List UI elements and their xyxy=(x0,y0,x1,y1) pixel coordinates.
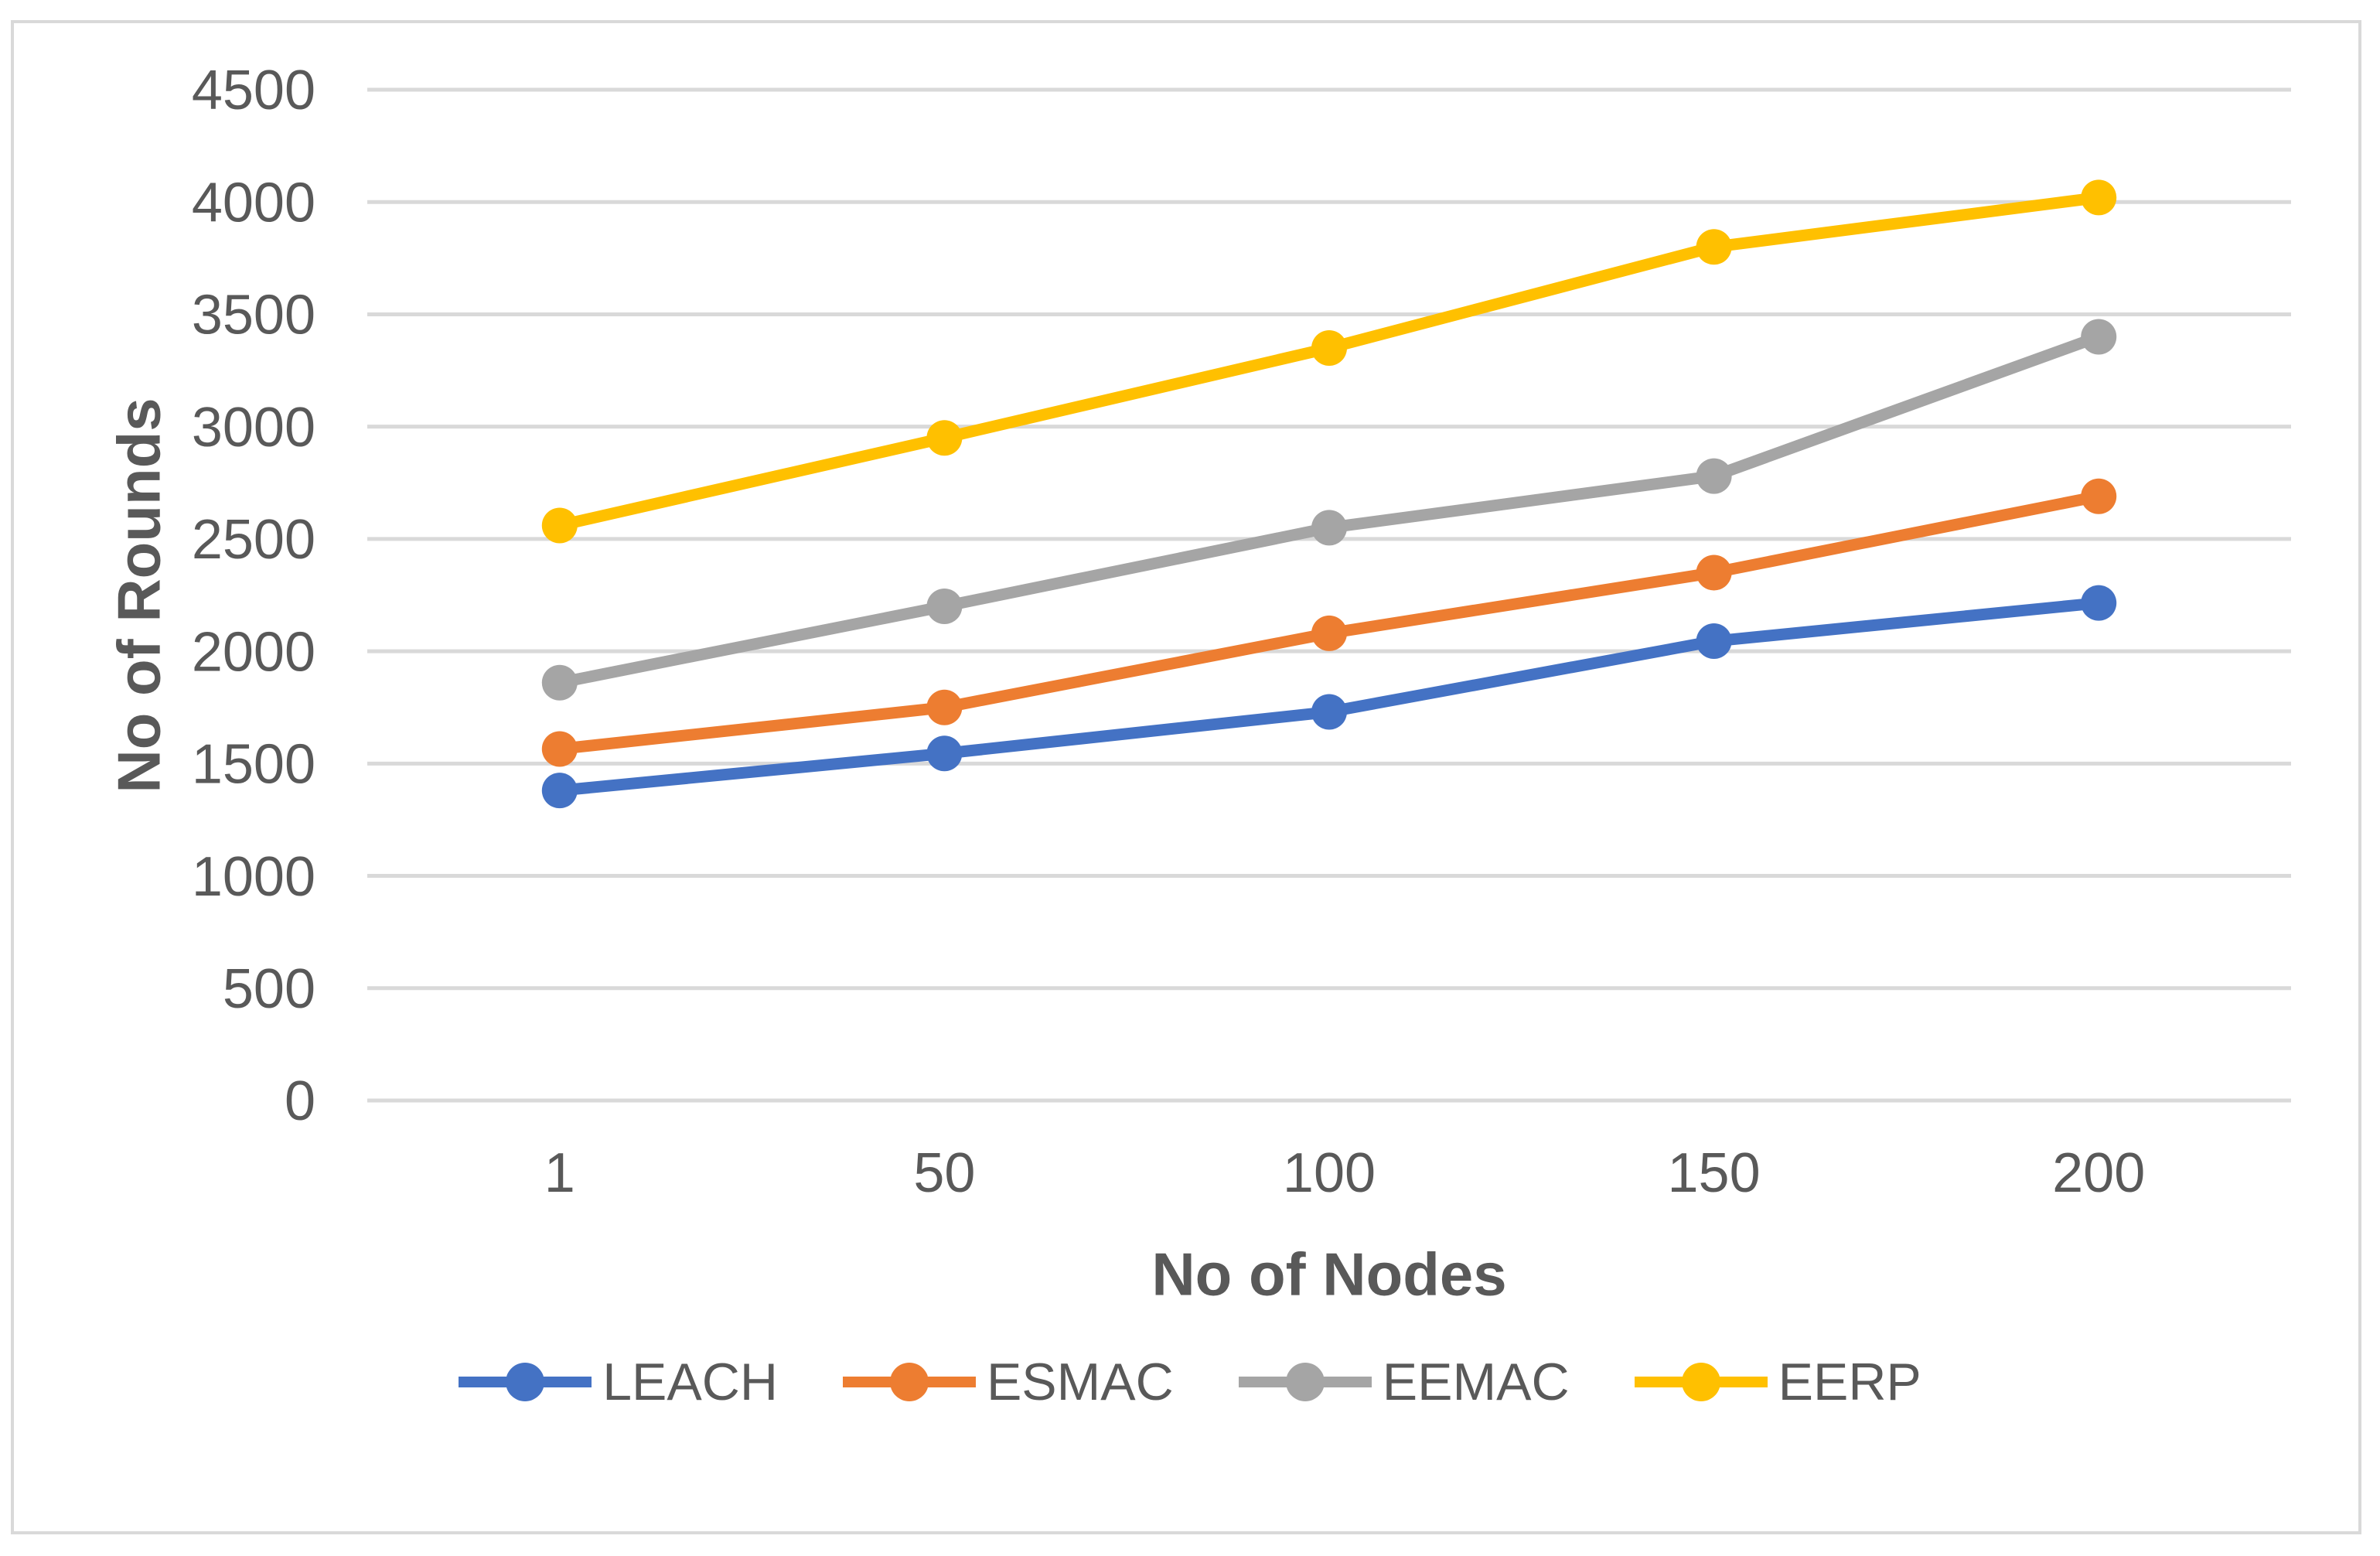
series-marker-esmac xyxy=(926,689,963,725)
legend-dot-icon xyxy=(889,1363,929,1401)
series-marker-leach xyxy=(1311,694,1347,730)
y-tick-label: 1500 xyxy=(192,734,315,796)
x-axis-title: No of Nodes xyxy=(1151,1240,1507,1309)
x-tick-label: 50 xyxy=(913,1142,975,1204)
y-tick-label: 1000 xyxy=(192,846,315,908)
series-marker-leach xyxy=(541,773,578,809)
series-marker-leach xyxy=(926,735,963,772)
series-marker-esmac xyxy=(2081,478,2117,514)
series-marker-eerp xyxy=(541,507,578,544)
legend-dot-icon xyxy=(1285,1363,1325,1401)
series-marker-eerp xyxy=(2081,179,2117,216)
line-marker-icon xyxy=(1238,1357,1372,1407)
legend-dot-icon xyxy=(1681,1363,1720,1401)
series-marker-leach xyxy=(1696,623,1732,660)
y-tick-label: 500 xyxy=(223,958,315,1020)
y-axis-title: No of Rounds xyxy=(104,398,173,793)
y-tick-label: 2000 xyxy=(192,621,315,683)
legend-label-esmac: ESMAC xyxy=(986,1353,1174,1411)
legend-item-esmac: ESMAC xyxy=(842,1352,1174,1412)
series-marker-esmac xyxy=(1696,554,1732,591)
series-marker-eerp xyxy=(926,420,963,456)
y-tick-label: 3500 xyxy=(192,285,315,346)
series-marker-esmac xyxy=(1311,615,1347,651)
x-tick-label: 1 xyxy=(544,1142,575,1204)
chart-border xyxy=(11,20,2361,1534)
y-tick-label: 0 xyxy=(285,1070,315,1132)
legend-label-eerp: EERP xyxy=(1778,1353,1921,1411)
series-marker-eerp xyxy=(1311,330,1347,367)
series-marker-esmac xyxy=(541,731,578,767)
series-marker-eemac xyxy=(541,664,578,701)
legend-label-eemac: EEMAC xyxy=(1382,1353,1570,1411)
legend-dot-icon xyxy=(506,1363,545,1401)
series-marker-eemac xyxy=(1311,510,1347,546)
legend-item-leach: LEACH xyxy=(459,1352,778,1412)
line-marker-icon xyxy=(842,1357,976,1407)
y-tick-label: 3000 xyxy=(192,397,315,459)
legend-item-eerp: EERP xyxy=(1634,1352,1921,1412)
y-tick-label: 2500 xyxy=(192,509,315,571)
legend: LEACH ESMAC EEMAC EERP xyxy=(0,1352,2380,1412)
x-tick-label: 200 xyxy=(2052,1142,2145,1204)
line-marker-icon xyxy=(1634,1357,1768,1407)
y-tick-label: 4000 xyxy=(192,172,315,234)
series-marker-leach xyxy=(2081,585,2117,621)
line-marker-icon xyxy=(459,1357,592,1407)
series-marker-eemac xyxy=(926,589,963,625)
series-marker-eemac xyxy=(1696,458,1732,494)
legend-label-leach: LEACH xyxy=(602,1353,778,1411)
series-marker-eemac xyxy=(2081,319,2117,355)
y-tick-label: 4500 xyxy=(192,60,315,121)
x-tick-label: 100 xyxy=(1283,1142,1376,1204)
series-marker-eerp xyxy=(1696,229,1732,265)
x-tick-label: 150 xyxy=(1668,1142,1761,1204)
legend-item-eemac: EEMAC xyxy=(1238,1352,1570,1412)
